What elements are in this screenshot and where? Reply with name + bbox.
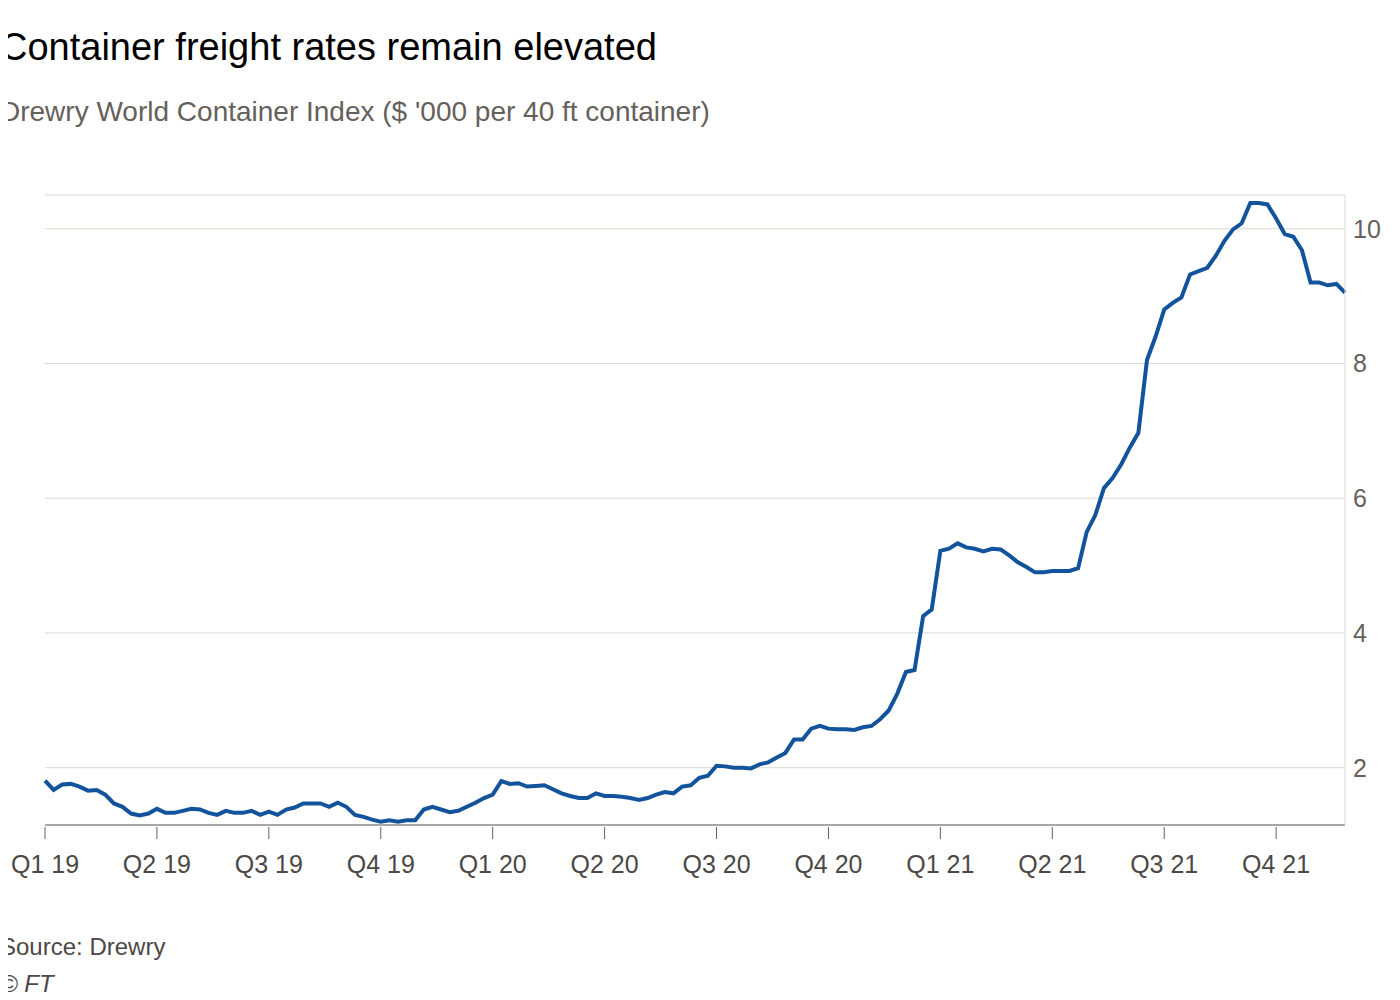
svg-text:Q1 20: Q1 20 [459,850,527,878]
svg-text:Q4 19: Q4 19 [347,850,415,878]
svg-text:Q1 21: Q1 21 [906,850,974,878]
svg-text:Q2 20: Q2 20 [571,850,639,878]
svg-text:Q4 21: Q4 21 [1242,850,1310,878]
html-text:Source: Drewry: Source: Drewry [0,933,166,960]
html-text:Container freight rates remain: Container freight rates remain elevated [0,26,657,68]
svg-text:4: 4 [1353,619,1367,647]
svg-text:Q3 19: Q3 19 [235,850,303,878]
svg-text:2: 2 [1353,754,1367,782]
svg-text:10: 10 [1353,215,1381,243]
svg-text:Q4 20: Q4 20 [794,850,862,878]
svg-text:8: 8 [1353,349,1367,377]
svg-text:Q3 20: Q3 20 [682,850,750,878]
svg-text:Q1 19: Q1 19 [11,850,79,878]
html-text:© FT: © FT [0,970,54,997]
svg-text:Q2 21: Q2 21 [1018,850,1086,878]
html-text:Drewry World Container Index (: Drewry World Container Index ($ '000 per… [0,96,710,127]
svg-text:Q2 19: Q2 19 [123,850,191,878]
svg-text:Q3 21: Q3 21 [1130,850,1198,878]
svg-text:6: 6 [1353,484,1367,512]
